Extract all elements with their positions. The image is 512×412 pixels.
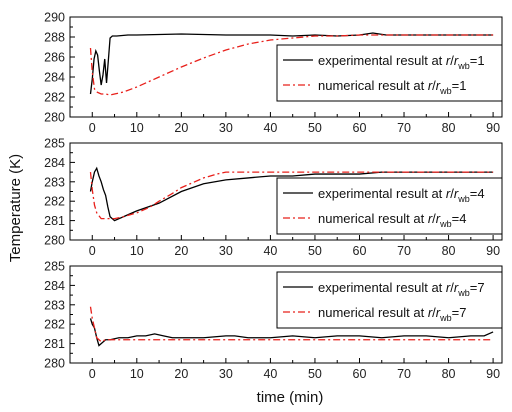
x-tick-label: 60 xyxy=(353,367,367,381)
y-tick-label: 285 xyxy=(44,260,65,274)
x-tick-label: 60 xyxy=(353,121,367,135)
y-tick-label: 282 xyxy=(44,318,65,332)
x-tick-label: 30 xyxy=(219,367,233,381)
x-tick-label: 70 xyxy=(397,367,411,381)
x-tick-label: 80 xyxy=(442,121,456,135)
x-tick-label: 40 xyxy=(263,367,277,381)
y-tick-label: 282 xyxy=(44,195,65,209)
legend-label: numerical result at r/rwb=1 xyxy=(318,78,466,96)
y-tick-label: 285 xyxy=(44,137,65,151)
legend: experimental result at r/rwb=1 numerical … xyxy=(276,44,503,102)
x-tick-label: 90 xyxy=(486,244,500,258)
legend-label: experimental result at r/rwb=4 xyxy=(318,186,485,204)
x-tick-label: 70 xyxy=(397,121,411,135)
x-tick-label: 70 xyxy=(397,244,411,258)
panel-3: 280 281 282 283 284 285 0 10 20 30 40 50 60 70 80 90 exp… xyxy=(44,260,503,381)
x-tick-label: 20 xyxy=(174,121,188,135)
y-tick-label: 280 xyxy=(44,234,65,248)
y-tick-label: 286 xyxy=(44,51,65,65)
x-tick-label: 40 xyxy=(263,244,277,258)
x-tick-label: 10 xyxy=(130,244,144,258)
x-tick-label: 60 xyxy=(353,244,367,258)
series-line-numerical xyxy=(89,171,494,220)
x-tick-label: 0 xyxy=(89,244,96,258)
legend-box xyxy=(276,271,503,329)
y-tick-label: 290 xyxy=(44,11,65,25)
series-line-experimental xyxy=(89,318,494,347)
x-tick-label: 30 xyxy=(219,244,233,258)
x-tick-label: 20 xyxy=(174,367,188,381)
x-tick-label: 10 xyxy=(130,367,144,381)
x-tick-label: 50 xyxy=(308,121,322,135)
x-tick-label: 90 xyxy=(486,121,500,135)
x-tick-label: 50 xyxy=(308,367,322,381)
x-tick-label: 0 xyxy=(89,121,96,135)
y-axis-title: Temperature (K) xyxy=(7,154,24,262)
y-tick-label: 283 xyxy=(44,298,65,312)
x-tick-label: 50 xyxy=(308,244,322,258)
legend-label: experimental result at r/rwb=7 xyxy=(318,280,485,298)
legend-label: numerical result at r/rwb=4 xyxy=(318,211,466,229)
x-tick-label: 80 xyxy=(442,367,456,381)
legend-label: experimental result at r/rwb=1 xyxy=(318,53,485,71)
legend-box xyxy=(276,44,503,102)
legend-label: numerical result at r/rwb=7 xyxy=(318,305,466,323)
y-tick-label: 284 xyxy=(44,156,65,170)
y-tick-label: 280 xyxy=(44,111,65,125)
series-line-experimental xyxy=(89,32,494,95)
x-tick-label: 0 xyxy=(89,367,96,381)
x-tick-label: 90 xyxy=(486,367,500,381)
y-tick-label: 282 xyxy=(44,91,65,105)
y-tick-label: 284 xyxy=(44,279,65,293)
x-tick-label: 80 xyxy=(442,244,456,258)
legend: experimental result at r/rwb=4 numerical … xyxy=(276,177,503,235)
legend: experimental result at r/rwb=7 numerical … xyxy=(276,271,503,329)
x-tick-label: 30 xyxy=(219,121,233,135)
y-tick-label: 283 xyxy=(44,175,65,189)
x-axis-title: time (min) xyxy=(257,389,324,406)
x-tick-label: 10 xyxy=(130,121,144,135)
y-tick-label: 281 xyxy=(44,214,65,228)
x-tick-label: 40 xyxy=(263,121,277,135)
series-line-numerical xyxy=(89,34,494,96)
legend-box xyxy=(276,177,503,235)
panel-1: 280 282 284 286 288 290 0 10 20 30 40 50 60 70 80 90 exp… xyxy=(44,11,503,135)
series-line-experimental xyxy=(89,166,494,222)
x-tick-label: 20 xyxy=(174,244,188,258)
panel-2: 280 281 282 283 284 285 0 10 20 30 40 50 60 70 80 90 exp… xyxy=(44,137,503,258)
y-tick-label: 288 xyxy=(44,31,65,45)
chart-panels: 280 282 284 286 288 290 0 10 20 30 40 50 60 70 80 90 exp… xyxy=(44,11,503,381)
y-tick-label: 280 xyxy=(44,357,65,371)
y-tick-label: 281 xyxy=(44,337,65,351)
series-line-numerical xyxy=(89,306,494,343)
y-tick-label: 284 xyxy=(44,71,65,85)
